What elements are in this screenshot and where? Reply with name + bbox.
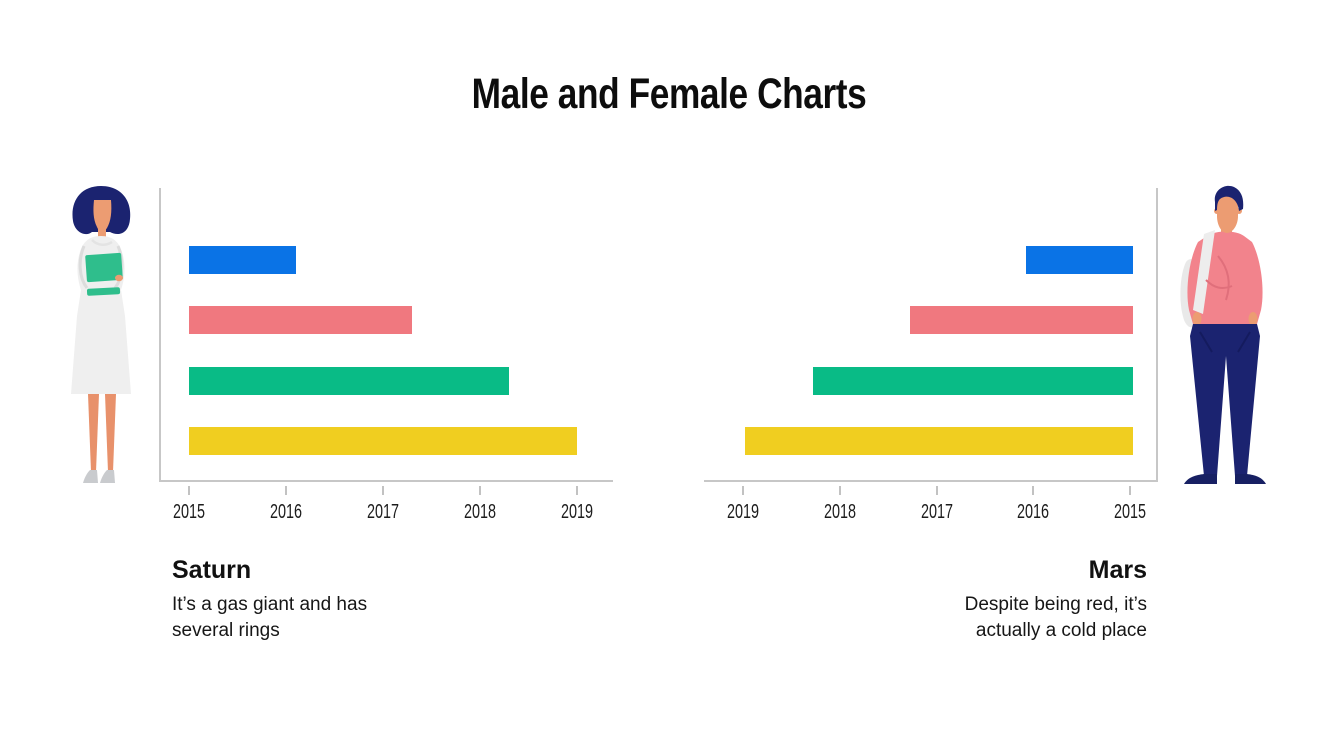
axis-tick-label: 2017 [366,501,400,523]
man-pocket-line-right [1237,331,1251,353]
axis-tick-label: 2017 [920,501,954,523]
axis-tick-label: 2019 [726,501,760,523]
man-face [1217,191,1238,233]
left-chart-x-axis-line [159,480,613,482]
woman-shoe-left [83,470,98,483]
woman-shoe-right [100,470,115,483]
axis-tick-mark [479,486,481,495]
axis-tick-mark [936,486,938,495]
axis-tick-label: 2016 [269,501,303,523]
man-sweater-fold-2 [1205,279,1233,289]
right-chart-title: Mars [1088,556,1147,584]
woman-hand [115,274,123,282]
right-chart-x-axis-line [704,480,1158,482]
axis-tick-mark [742,486,744,495]
axis-tick-mark [285,486,287,495]
bar-yellow [745,427,1133,455]
bar-green [189,367,509,395]
axis-tick-label: 2018 [823,501,857,523]
page-title: Male and Female Charts [471,70,867,118]
bar-red [189,306,412,334]
axis-tick-label: 2015 [1113,501,1147,523]
axis-tick-label: 2016 [1016,501,1050,523]
axis-tick-mark [576,486,578,495]
left-chart-title: Saturn [172,556,252,584]
axis-tick-mark [1032,486,1034,495]
man-shoe-right [1235,474,1266,484]
axis-tick-mark [188,486,190,495]
bar-blue [189,246,296,274]
left-chart-description: It’s a gas giant and has several rings [172,594,368,641]
man-pocket-line-left [1199,331,1213,353]
bar-green [813,367,1133,395]
man-sweater-fold-1 [1217,255,1230,301]
woman-face [93,200,112,232]
axis-tick-label: 2015 [172,501,206,523]
woman-belt [86,287,121,296]
left-chart-y-axis-line [159,188,161,482]
woman-leg-left [88,394,99,472]
axis-tick-label: 2019 [560,501,594,523]
woman-sleeve-shade-left [78,245,89,289]
female-illustration [71,186,131,483]
bar-red [910,306,1133,334]
woman-clipboard [85,252,123,283]
bar-blue [1026,246,1133,274]
man-hair [1214,185,1244,211]
axis-tick-label: 2018 [463,501,497,523]
man-bag-strap [1193,230,1215,314]
man-hand-left [1192,312,1202,326]
right-chart-caption: Mars Despite being red, it’s actually a c… [965,556,1147,643]
axis-tick-mark [382,486,384,495]
man-hand-right [1248,312,1258,326]
bar-yellow [189,427,577,455]
right-chart-description: Despite being red, it’s actually a cold p… [964,594,1147,641]
left-chart-caption: Saturn It’s a gas giant and has several r… [172,556,367,643]
woman-leg-right [105,394,116,472]
axis-tick-mark [1129,486,1131,495]
axis-tick-mark [839,486,841,495]
woman-collar-shade [91,239,113,246]
man-shoe-left [1184,474,1217,484]
man-pants [1190,324,1260,476]
male-illustration [1180,185,1266,484]
woman-neck [98,226,106,240]
right-chart-y-axis-line [1156,188,1158,482]
